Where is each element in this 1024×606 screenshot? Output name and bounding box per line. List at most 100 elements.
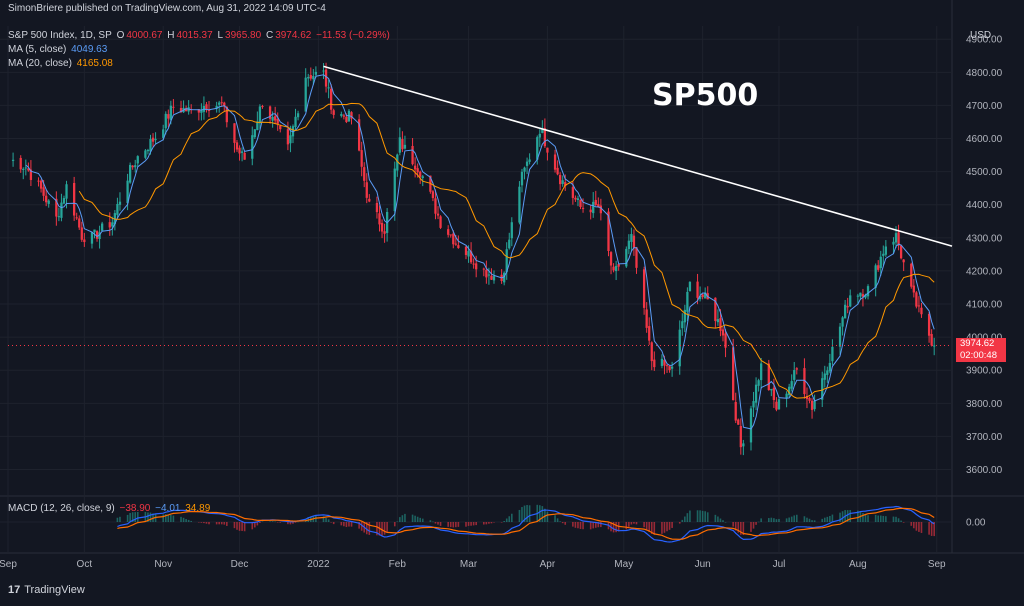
candle-body bbox=[882, 253, 885, 256]
macd-histogram-bar bbox=[472, 522, 475, 526]
macd-histogram-bar bbox=[134, 512, 137, 522]
candle-body bbox=[434, 198, 437, 214]
macd-histogram-bar bbox=[162, 514, 165, 522]
candle-body bbox=[45, 195, 48, 203]
ohlc-low-label: L bbox=[217, 30, 224, 41]
macd-histogram-bar bbox=[918, 522, 920, 532]
macd-histogram-bar bbox=[404, 513, 406, 522]
macd-histogram-bar bbox=[704, 511, 706, 522]
candle-body bbox=[403, 144, 407, 149]
trendline bbox=[323, 65, 953, 247]
macd-histogram-bar bbox=[737, 522, 740, 533]
macd-histogram-bar bbox=[714, 514, 717, 522]
candle-body bbox=[314, 71, 318, 75]
macd-histogram-bar bbox=[368, 522, 371, 535]
macd-histogram-bar bbox=[279, 522, 282, 523]
macd-histogram-bar bbox=[215, 522, 218, 525]
candle-body bbox=[274, 116, 277, 121]
ma5-legend[interactable]: MA (5, close) 4049.63 bbox=[8, 44, 109, 55]
candle-body bbox=[469, 251, 473, 263]
candle-body bbox=[169, 105, 172, 121]
candle-body bbox=[29, 169, 33, 180]
candle-body bbox=[47, 200, 50, 204]
macd-histogram-bar bbox=[823, 517, 826, 522]
candle-body bbox=[360, 150, 363, 167]
candle-body bbox=[897, 232, 900, 246]
macd-histogram-bar bbox=[432, 521, 434, 523]
candle-body bbox=[627, 240, 630, 250]
symbol-legend[interactable]: S&P 500 Index, 1D, SP O 4000.67 H 4015.37 … bbox=[8, 30, 392, 41]
macd-histogram-bar bbox=[386, 522, 388, 532]
macd-histogram-bar bbox=[775, 519, 778, 522]
candle-body bbox=[714, 297, 717, 322]
macd-histogram-bar bbox=[243, 522, 246, 532]
macd-histogram-bar bbox=[411, 514, 414, 522]
macd-label: MACD (12, 26, close, 9) bbox=[8, 503, 115, 514]
macd-histogram-bar bbox=[857, 510, 859, 522]
candle-body bbox=[749, 408, 753, 443]
macd-histogram-bar bbox=[722, 520, 724, 522]
macd-histogram-bar bbox=[681, 519, 684, 522]
candle-body bbox=[296, 113, 300, 118]
macd-histogram-bar bbox=[829, 515, 831, 522]
macd-histogram-bar bbox=[269, 521, 271, 522]
macd-line bbox=[117, 505, 935, 543]
candle-body bbox=[207, 109, 211, 111]
candle-body bbox=[447, 229, 450, 235]
candle-body bbox=[760, 363, 763, 381]
candle-body bbox=[861, 294, 865, 297]
candle-body bbox=[111, 222, 114, 227]
macd-histogram-bar bbox=[190, 520, 193, 522]
candle-body bbox=[843, 304, 847, 319]
macd-histogram-bar bbox=[439, 522, 442, 526]
macd-histogram-bar bbox=[452, 522, 455, 528]
candle-body bbox=[251, 135, 254, 159]
candle-body bbox=[612, 266, 615, 271]
candle-body bbox=[732, 347, 735, 401]
candle-body bbox=[146, 149, 150, 152]
macd-histogram-bar bbox=[241, 522, 243, 531]
ma20-value: 4165.08 bbox=[76, 58, 113, 69]
candle-body bbox=[413, 165, 417, 170]
macd-histogram-bar bbox=[778, 518, 780, 522]
currency-label: USD bbox=[970, 30, 992, 41]
candle-body bbox=[884, 246, 887, 255]
macd-histogram-bar bbox=[180, 516, 182, 522]
price-tick-label: 3900.00 bbox=[966, 366, 1003, 377]
macd-histogram-bar bbox=[365, 522, 368, 535]
candle-body bbox=[660, 358, 664, 366]
ma20-legend[interactable]: MA (20, close) 4165.08 bbox=[8, 58, 115, 69]
macd-histogram-bar bbox=[129, 512, 131, 522]
candle-body bbox=[215, 105, 218, 109]
candle-body bbox=[357, 119, 361, 151]
candle-body bbox=[561, 180, 564, 184]
footer-branding[interactable]: 17 TradingView bbox=[8, 584, 85, 596]
price-tick-label: 4200.00 bbox=[966, 266, 1003, 277]
macd-legend[interactable]: MACD (12, 26, close, 9) −38.90 −4.01 34.… bbox=[8, 503, 212, 514]
macd-histogram-bar bbox=[399, 517, 401, 522]
candle-body bbox=[553, 154, 557, 170]
macd-histogram-bar bbox=[628, 522, 630, 527]
candle-body bbox=[22, 168, 25, 171]
candle-body bbox=[686, 291, 689, 312]
macd-histogram-bar bbox=[671, 522, 673, 528]
macd-histogram-bar bbox=[928, 522, 930, 535]
annotation-text[interactable]: SP500 bbox=[652, 78, 759, 113]
candle-body bbox=[419, 171, 422, 177]
macd-histogram-bar bbox=[719, 518, 722, 522]
candle-body bbox=[541, 129, 544, 133]
macd-histogram-bar bbox=[826, 516, 829, 522]
macd-histogram-bar bbox=[734, 522, 737, 531]
macd-histogram-bar bbox=[292, 522, 294, 524]
macd-histogram-bar bbox=[198, 522, 200, 523]
macd-histogram-bar bbox=[343, 522, 345, 527]
macd-histogram-bar bbox=[131, 512, 134, 522]
candle-body bbox=[899, 245, 903, 259]
macd-histogram-bar bbox=[521, 507, 523, 522]
macd-histogram-bar bbox=[360, 522, 363, 531]
candle-body bbox=[599, 205, 603, 214]
candle-body bbox=[594, 199, 597, 205]
macd-histogram-bar bbox=[147, 512, 149, 522]
candle-body bbox=[892, 241, 895, 245]
